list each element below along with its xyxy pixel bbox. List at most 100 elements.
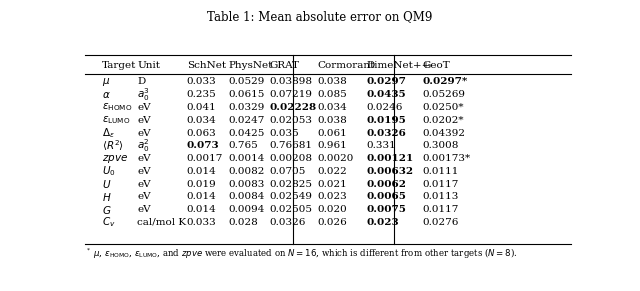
Text: 0.0082: 0.0082 [229, 167, 265, 176]
Text: 0.028: 0.028 [229, 218, 259, 227]
Text: eV: eV [137, 103, 150, 112]
Text: 0.0705: 0.0705 [269, 167, 306, 176]
Text: 0.0017: 0.0017 [187, 154, 223, 163]
Text: eV: eV [137, 129, 150, 138]
Text: $\langle R^2\rangle$: $\langle R^2\rangle$ [102, 139, 124, 153]
Text: $C_v$: $C_v$ [102, 216, 116, 229]
Text: 0.014: 0.014 [187, 167, 216, 176]
Text: 0.0117: 0.0117 [422, 205, 459, 214]
Text: 0.765: 0.765 [229, 141, 259, 150]
Text: $a_0^3$: $a_0^3$ [137, 86, 150, 103]
Text: 0.033: 0.033 [187, 77, 216, 86]
Text: $^*$ $\mu$, $\epsilon_{\mathrm{HOMO}}$, $\epsilon_{\mathrm{LUMO}}$, and $zpve$ w: $^*$ $\mu$, $\epsilon_{\mathrm{HOMO}}$, … [85, 246, 517, 260]
Text: SchNet: SchNet [187, 61, 226, 70]
Text: 0.023: 0.023 [367, 218, 399, 227]
Text: eV: eV [137, 192, 150, 201]
Text: 0.020: 0.020 [317, 205, 347, 214]
Text: 0.0094: 0.0094 [229, 205, 265, 214]
Text: eV: eV [137, 154, 150, 163]
Text: 0.0111: 0.0111 [422, 167, 459, 176]
Text: 0.0062: 0.0062 [367, 180, 406, 189]
Text: eV: eV [137, 167, 150, 176]
Text: GeoT: GeoT [422, 61, 450, 70]
Text: 0.00208: 0.00208 [269, 154, 312, 163]
Text: 0.02825: 0.02825 [269, 180, 312, 189]
Text: $\alpha$: $\alpha$ [102, 90, 111, 100]
Text: 0.038: 0.038 [317, 116, 347, 125]
Text: 0.0065: 0.0065 [367, 192, 406, 201]
Text: 0.0297: 0.0297 [367, 77, 406, 86]
Text: 0.02505: 0.02505 [269, 205, 312, 214]
Text: 0.0246: 0.0246 [367, 103, 403, 112]
Text: 0.05269: 0.05269 [422, 90, 465, 99]
Text: 0.026: 0.026 [317, 218, 347, 227]
Text: $U_0$: $U_0$ [102, 164, 116, 178]
Text: 0.0014: 0.0014 [229, 154, 265, 163]
Text: 0.07219: 0.07219 [269, 90, 312, 99]
Text: 0.0202*: 0.0202* [422, 116, 464, 125]
Text: 0.021: 0.021 [317, 180, 347, 189]
Text: $G$: $G$ [102, 204, 112, 216]
Text: 0.04392: 0.04392 [422, 129, 465, 138]
Text: 0.0615: 0.0615 [229, 90, 265, 99]
Text: 0.0084: 0.0084 [229, 192, 265, 201]
Text: $\Delta_{\epsilon}$: $\Delta_{\epsilon}$ [102, 126, 115, 140]
Text: 0.0195: 0.0195 [367, 116, 406, 125]
Text: 0.0297*: 0.0297* [422, 77, 468, 86]
Text: eV: eV [137, 116, 150, 125]
Text: GRAT: GRAT [269, 61, 300, 70]
Text: 0.041: 0.041 [187, 103, 216, 112]
Text: 0.019: 0.019 [187, 180, 216, 189]
Text: 0.014: 0.014 [187, 205, 216, 214]
Text: 0.0435: 0.0435 [367, 90, 406, 99]
Text: 0.02053: 0.02053 [269, 116, 312, 125]
Text: 0.3008: 0.3008 [422, 141, 459, 150]
Text: 0.035: 0.035 [269, 129, 300, 138]
Text: 0.022: 0.022 [317, 167, 347, 176]
Text: 0.038: 0.038 [317, 77, 347, 86]
Text: 0.023: 0.023 [317, 192, 347, 201]
Text: 0.0083: 0.0083 [229, 180, 265, 189]
Text: 0.0113: 0.0113 [422, 192, 459, 201]
Text: 0.033: 0.033 [187, 218, 216, 227]
Text: 0.0326: 0.0326 [367, 129, 406, 138]
Text: $U$: $U$ [102, 178, 112, 190]
Text: 0.0425: 0.0425 [229, 129, 265, 138]
Text: 0.0276: 0.0276 [422, 218, 459, 227]
Text: 0.76681: 0.76681 [269, 141, 312, 150]
Text: D: D [137, 77, 145, 86]
Text: 0.961: 0.961 [317, 141, 347, 150]
Text: Target: Target [102, 61, 137, 70]
Text: eV: eV [137, 180, 150, 189]
Text: 0.331: 0.331 [367, 141, 396, 150]
Text: 0.0329: 0.0329 [229, 103, 265, 112]
Text: 0.0247: 0.0247 [229, 116, 265, 125]
Text: 0.0529: 0.0529 [229, 77, 265, 86]
Text: 0.00632: 0.00632 [367, 167, 414, 176]
Text: Table 1: Mean absolute error on QM9: Table 1: Mean absolute error on QM9 [207, 10, 433, 23]
Text: cal/mol K: cal/mol K [137, 218, 186, 227]
Text: 0.0250*: 0.0250* [422, 103, 464, 112]
Text: 0.03898: 0.03898 [269, 77, 312, 86]
Text: 0.235: 0.235 [187, 90, 216, 99]
Text: Unit: Unit [137, 61, 160, 70]
Text: 0.014: 0.014 [187, 192, 216, 201]
Text: 0.0075: 0.0075 [367, 205, 406, 214]
Text: eV: eV [137, 205, 150, 214]
Text: 0.073: 0.073 [187, 141, 220, 150]
Text: 0.034: 0.034 [317, 103, 347, 112]
Text: 0.085: 0.085 [317, 90, 347, 99]
Text: 0.034: 0.034 [187, 116, 216, 125]
Text: $H$: $H$ [102, 191, 112, 203]
Text: 0.02549: 0.02549 [269, 192, 312, 201]
Text: $\epsilon_{\mathrm{LUMO}}$: $\epsilon_{\mathrm{LUMO}}$ [102, 114, 131, 126]
Text: 0.0020: 0.0020 [317, 154, 353, 163]
Text: $\epsilon_{\mathrm{HOMO}}$: $\epsilon_{\mathrm{HOMO}}$ [102, 102, 132, 113]
Text: 0.0117: 0.0117 [422, 180, 459, 189]
Text: Cormorant: Cormorant [317, 61, 374, 70]
Text: $zpve$: $zpve$ [102, 152, 129, 165]
Text: 0.061: 0.061 [317, 129, 347, 138]
Text: DimeNet++: DimeNet++ [367, 61, 431, 70]
Text: 0.02228: 0.02228 [269, 103, 317, 112]
Text: PhysNet: PhysNet [229, 61, 273, 70]
